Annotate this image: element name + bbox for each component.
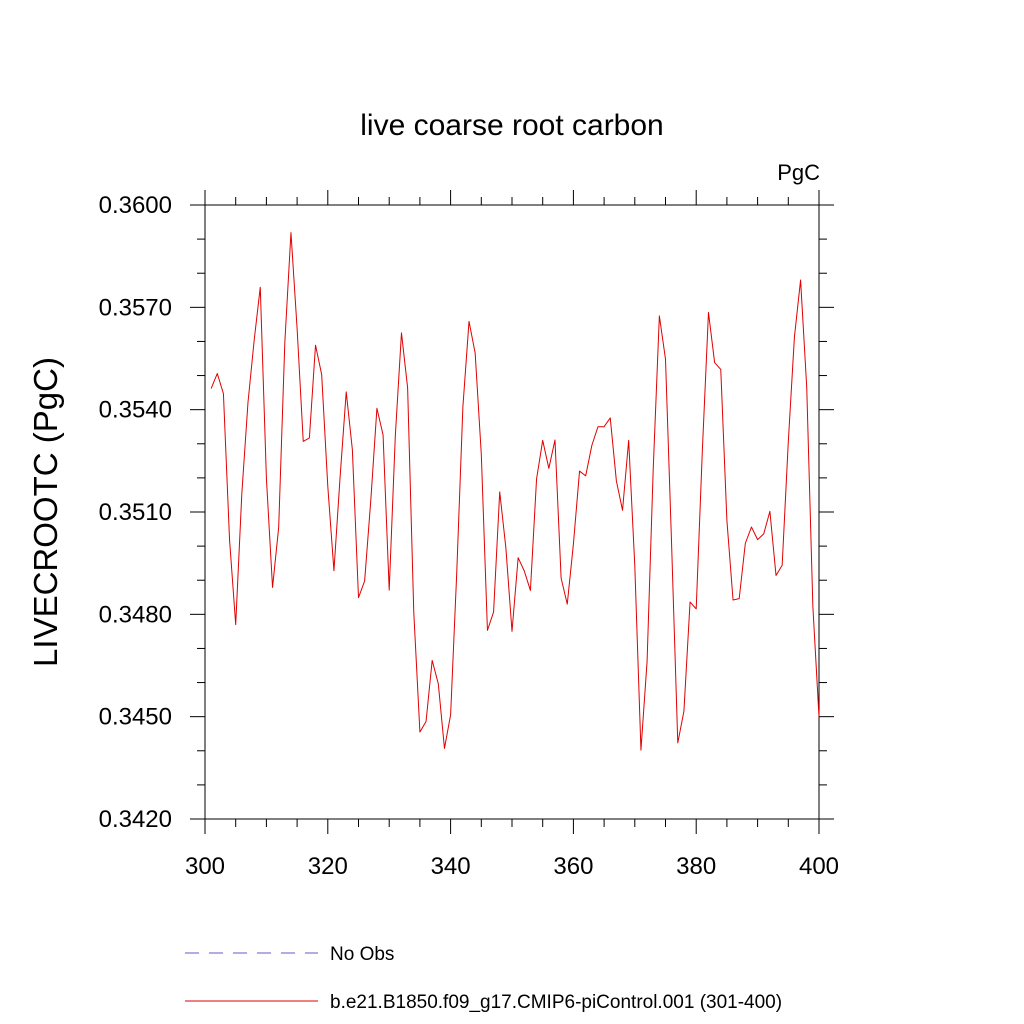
legend: No Obs b.e21.B1850.f09_g17.CMIP6-piContr… <box>185 944 782 1013</box>
plot-frame <box>204 204 820 820</box>
y-tick-label: 0.3570 <box>99 294 172 321</box>
x-tick-label: 400 <box>799 853 839 880</box>
x-tick-label: 320 <box>308 853 348 880</box>
y-tick-label: 0.3510 <box>99 499 172 526</box>
x-tick-label: 340 <box>431 853 471 880</box>
x-tick-label: 360 <box>553 853 593 880</box>
legend-label-model-run: b.e21.B1850.f09_g17.CMIP6-piControl.001 … <box>330 992 782 1013</box>
y-tick-label: 0.3450 <box>99 704 172 731</box>
y-axis-label: LIVECROOTC (PgC) <box>27 357 64 667</box>
x-tick-label: 300 <box>185 853 225 880</box>
legend-label-no-obs: No Obs <box>330 944 394 965</box>
chart-title: live coarse root carbon <box>360 109 664 142</box>
units-label: PgC <box>777 160 820 185</box>
y-tick-label: 0.3600 <box>99 192 172 219</box>
y-tick-label: 0.3480 <box>99 601 172 628</box>
y-tick-label: 0.3540 <box>99 397 172 424</box>
x-tick-label: 380 <box>676 853 716 880</box>
series-line <box>210 232 820 751</box>
y-tick-label: 0.3420 <box>99 806 172 833</box>
